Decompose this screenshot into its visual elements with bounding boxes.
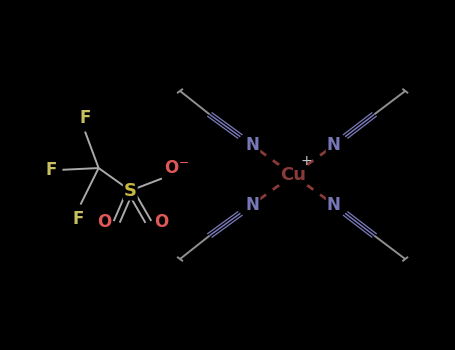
Text: O: O — [164, 159, 178, 177]
Text: −: − — [179, 157, 190, 170]
Text: F: F — [46, 161, 57, 179]
Text: S: S — [124, 182, 137, 199]
Text: N: N — [245, 196, 259, 213]
Text: F: F — [73, 210, 84, 228]
Text: N: N — [245, 136, 259, 154]
Text: F: F — [79, 110, 91, 127]
Text: N: N — [327, 136, 341, 154]
Text: O: O — [154, 213, 168, 231]
Text: N: N — [327, 196, 341, 213]
Text: +: + — [301, 154, 313, 168]
Text: Cu: Cu — [280, 166, 306, 184]
Text: O: O — [97, 213, 111, 231]
